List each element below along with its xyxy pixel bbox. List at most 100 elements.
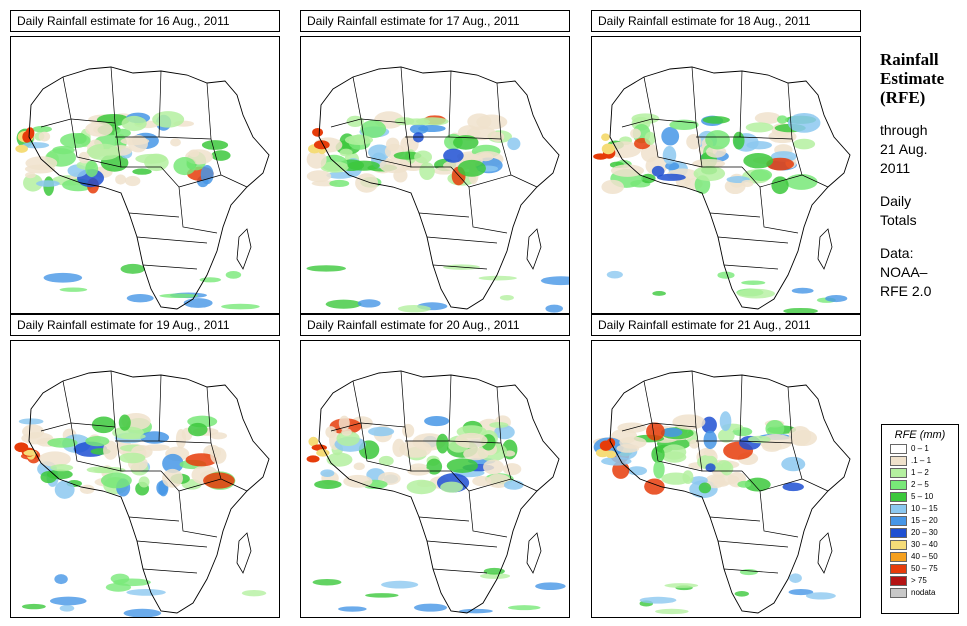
coastline bbox=[609, 370, 851, 614]
rain-area bbox=[353, 462, 365, 471]
rain-area bbox=[601, 179, 624, 195]
rain-area bbox=[119, 452, 146, 464]
rain-area bbox=[737, 480, 751, 488]
rain-area bbox=[737, 288, 776, 299]
panel-title: Daily Rainfall estimate for 19 Aug., 201… bbox=[10, 314, 280, 336]
rain-area bbox=[140, 431, 170, 444]
rain-area bbox=[360, 120, 387, 139]
legend-item: > 75 bbox=[882, 575, 958, 587]
rain-area bbox=[50, 464, 74, 472]
legend-swatch bbox=[890, 480, 907, 490]
legend-label: 2 – 5 bbox=[911, 480, 929, 489]
legend-swatch bbox=[890, 552, 907, 562]
legend-swatch bbox=[890, 576, 907, 586]
legend-item: 15 – 20 bbox=[882, 515, 958, 527]
rain-area bbox=[690, 476, 708, 485]
rain-area bbox=[314, 480, 342, 489]
rain-area bbox=[639, 596, 677, 604]
madagascar-outline bbox=[817, 228, 833, 270]
rain-area bbox=[479, 573, 511, 579]
rain-area bbox=[483, 567, 505, 575]
totals-label: Totals bbox=[880, 212, 917, 228]
rain-area bbox=[593, 153, 608, 160]
country-border bbox=[651, 422, 703, 472]
rain-area bbox=[754, 112, 781, 124]
rain-area bbox=[21, 603, 46, 610]
rain-area bbox=[326, 452, 353, 467]
rainfall-field bbox=[14, 412, 267, 617]
country-border bbox=[178, 478, 222, 492]
rain-area bbox=[313, 140, 330, 150]
panel-title: Daily Rainfall estimate for 16 Aug., 201… bbox=[10, 10, 280, 32]
rain-area bbox=[386, 137, 400, 152]
madagascar-outline bbox=[817, 532, 833, 574]
rain-area bbox=[651, 446, 665, 463]
rain-area bbox=[365, 593, 399, 598]
rain-area bbox=[47, 437, 78, 448]
rain-area bbox=[406, 479, 437, 495]
rain-area bbox=[43, 272, 83, 283]
country-border bbox=[160, 470, 218, 538]
rain-area bbox=[316, 449, 330, 457]
legend-item: 20 – 30 bbox=[882, 527, 958, 539]
legend-label: 10 – 15 bbox=[911, 504, 938, 513]
panel-title: Daily Rainfall estimate for 20 Aug., 201… bbox=[300, 314, 570, 336]
rain-area bbox=[115, 174, 127, 185]
legend-swatch bbox=[890, 516, 907, 526]
rain-area bbox=[686, 134, 702, 150]
rain-area bbox=[627, 466, 648, 476]
rain-area bbox=[23, 174, 43, 192]
rain-area bbox=[717, 271, 735, 279]
rain-area bbox=[87, 143, 121, 161]
rain-area bbox=[312, 128, 324, 137]
rain-area bbox=[120, 263, 146, 274]
rain-area bbox=[606, 270, 623, 279]
rain-area bbox=[241, 589, 267, 597]
legend-swatch bbox=[890, 528, 907, 538]
rain-area bbox=[705, 463, 716, 472]
data-source: NOAA– bbox=[880, 264, 928, 280]
rain-area bbox=[201, 140, 229, 150]
rain-area bbox=[306, 455, 320, 463]
rain-area bbox=[490, 131, 505, 142]
rain-area bbox=[339, 148, 353, 157]
rain-area bbox=[507, 605, 541, 611]
rain-area bbox=[489, 421, 509, 429]
rain-area bbox=[453, 135, 479, 150]
rain-area bbox=[640, 173, 656, 184]
legend-swatch bbox=[890, 588, 907, 598]
rain-area bbox=[368, 426, 395, 437]
rain-area bbox=[132, 168, 152, 175]
rain-area bbox=[791, 287, 814, 294]
rain-area bbox=[15, 144, 28, 153]
legend-swatch bbox=[890, 468, 907, 478]
map-graphic bbox=[593, 66, 851, 313]
rain-area bbox=[355, 173, 379, 193]
rain-area bbox=[750, 169, 773, 181]
rain-area bbox=[325, 426, 337, 439]
legend-swatch bbox=[890, 540, 907, 550]
rain-area bbox=[175, 428, 187, 449]
rain-area bbox=[170, 138, 181, 147]
rain-area bbox=[739, 568, 758, 576]
rain-area bbox=[499, 294, 514, 301]
rain-area bbox=[599, 440, 612, 451]
rain-area bbox=[745, 122, 774, 133]
rain-area bbox=[85, 436, 110, 447]
rain-area bbox=[507, 137, 521, 151]
map-graphic bbox=[14, 370, 270, 617]
country-border bbox=[128, 516, 180, 522]
rain-area bbox=[653, 460, 665, 479]
rain-area bbox=[656, 173, 686, 181]
rain-area bbox=[200, 165, 214, 185]
rain-area bbox=[123, 608, 162, 617]
rainfall-map bbox=[300, 340, 570, 618]
rain-area bbox=[38, 451, 71, 467]
rain-area bbox=[392, 438, 406, 458]
rain-area bbox=[357, 299, 381, 308]
rain-area bbox=[483, 459, 504, 475]
madagascar-outline bbox=[526, 228, 542, 270]
rain-area bbox=[771, 176, 789, 195]
madagascar-outline bbox=[236, 532, 252, 574]
legend-label: 50 – 75 bbox=[911, 564, 938, 573]
